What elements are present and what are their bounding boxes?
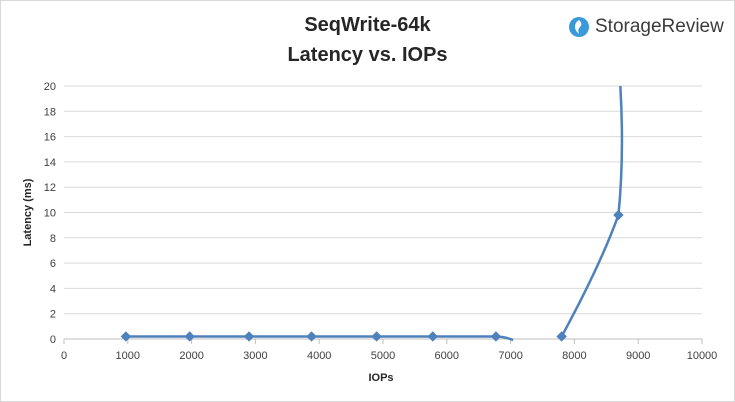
series-line-segment	[560, 85, 624, 338]
x-tick-label: 2000	[179, 350, 203, 362]
y-tick-label: 12	[44, 182, 56, 194]
data-point-marker	[371, 331, 382, 342]
data-point-marker	[427, 331, 438, 342]
brand-name: StorageReview	[595, 16, 724, 37]
y-tick-label: 0	[50, 334, 56, 346]
x-tick-label: 10000	[687, 350, 718, 362]
x-axis-ticks: 0 1000 2000 3000 4000 5000 6000 7000 8000 9000 100…	[61, 339, 717, 362]
y-tick-label: 2	[50, 309, 56, 321]
x-axis-title: IOPs	[368, 372, 393, 384]
data-point-marker	[243, 331, 255, 342]
y-tick-label: 10	[44, 208, 56, 220]
y-tick-label: 14	[44, 157, 56, 169]
y-tick-label: 18	[44, 106, 56, 118]
x-tick-label: 7000	[498, 350, 522, 362]
data-point-marker	[490, 331, 502, 342]
brand-logo: StorageReview	[568, 14, 724, 40]
data-point-marker	[556, 331, 567, 342]
data-point-marker	[613, 209, 624, 221]
data-point-marker	[306, 331, 317, 342]
x-tick-label: 3000	[243, 350, 267, 362]
y-tick-label: 20	[44, 81, 56, 93]
y-tick-label: 6	[50, 258, 56, 270]
y-tick-label: 4	[50, 283, 56, 295]
x-tick-label: 9000	[626, 350, 650, 362]
x-tick-label: 6000	[435, 350, 459, 362]
y-axis-ticks: 0 2 4 6 8 10 12 14 16 18 20	[44, 81, 56, 346]
data-point-marker	[184, 331, 195, 342]
chart-title: SeqWrite-64k	[304, 14, 431, 36]
chart-subtitle: Latency vs. IOPs	[287, 44, 448, 66]
y-axis-title: Latency (ms)	[22, 178, 34, 246]
y-tick-label: 16	[44, 132, 56, 144]
x-tick-label: 8000	[562, 350, 586, 362]
storagereview-logo-icon	[569, 17, 589, 37]
y-tick-label: 8	[50, 233, 56, 245]
data-point-marker	[120, 331, 132, 342]
x-tick-label: 4000	[307, 350, 331, 362]
x-tick-label: 0	[61, 350, 67, 362]
x-tick-label: 5000	[371, 350, 395, 362]
x-tick-label: 1000	[116, 350, 140, 362]
series-layer	[120, 85, 624, 342]
gridlines	[64, 85, 702, 315]
